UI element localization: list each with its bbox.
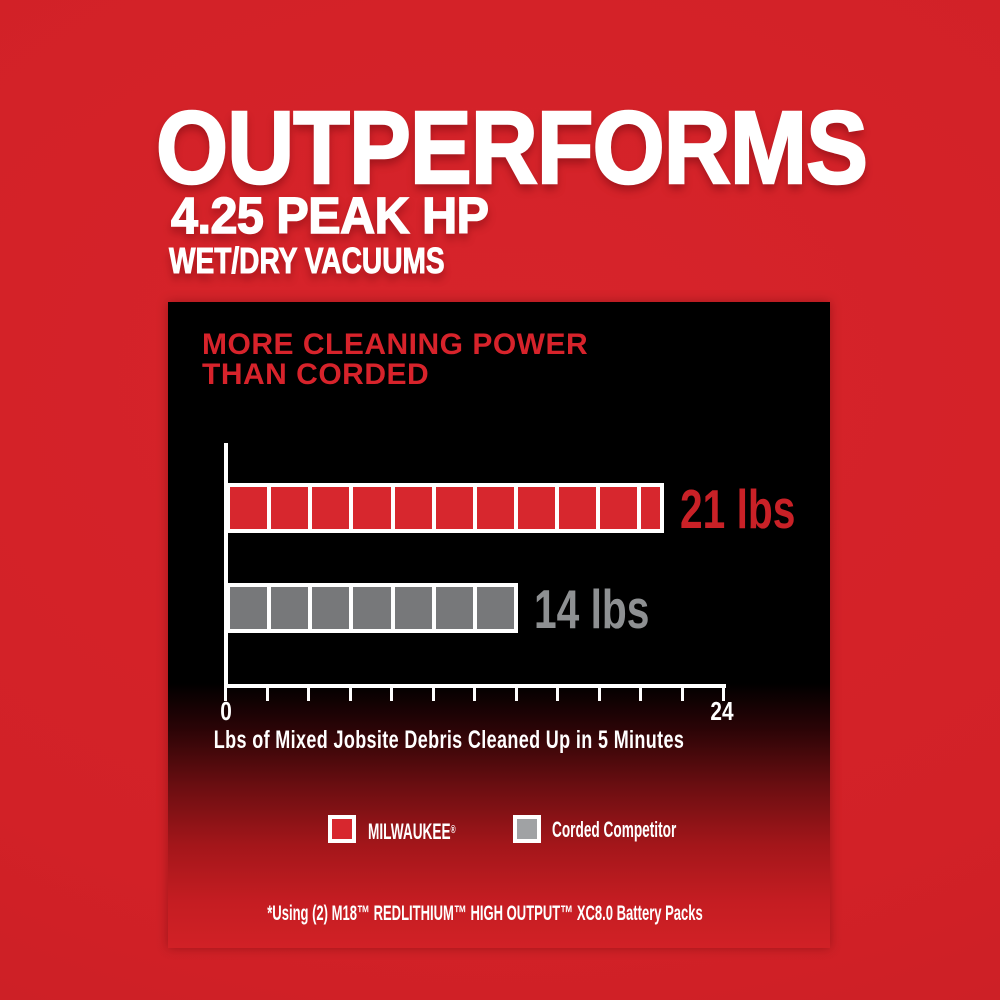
tick-label-max: 24 bbox=[710, 696, 734, 726]
tick-mark bbox=[431, 688, 435, 701]
bar-segment bbox=[435, 487, 473, 529]
bar-row-competitor bbox=[226, 583, 518, 633]
x-axis-line bbox=[224, 684, 726, 688]
bar-chart: 0 24 21 lbs 14 lbs Lbs of Mixed Jobsite D… bbox=[168, 302, 830, 948]
tick-mark bbox=[265, 688, 269, 701]
legend-text-milwaukee: MILWAUKEE bbox=[368, 819, 451, 844]
bar-segment bbox=[271, 487, 309, 529]
bar-segment bbox=[394, 587, 432, 629]
bar-segment bbox=[353, 587, 391, 629]
tick-mark bbox=[473, 688, 476, 701]
legend-label-competitor: Corded Competitor bbox=[552, 817, 677, 842]
bar-segment bbox=[312, 587, 350, 629]
subheadline-2: WET/DRY VACUUMS bbox=[169, 240, 445, 281]
bar-segment bbox=[230, 487, 268, 529]
bar-segment bbox=[312, 487, 350, 529]
tick-mark bbox=[597, 688, 601, 701]
bar-segment bbox=[517, 487, 556, 529]
bar-segment bbox=[271, 587, 309, 629]
panel-heading-line1: MORE CLEANING POWER bbox=[202, 328, 589, 361]
bar-segment bbox=[394, 487, 432, 529]
bar-segment bbox=[353, 487, 391, 529]
tick-mark bbox=[680, 688, 684, 701]
panel-heading: MORE CLEANING POWER THAN CORDED bbox=[202, 330, 588, 390]
bar-segment bbox=[476, 587, 514, 629]
x-axis-title: Lbs of Mixed Jobsite Debris Cleaned Up i… bbox=[213, 726, 685, 754]
tick-mark bbox=[348, 688, 352, 701]
tick-mark bbox=[390, 688, 393, 701]
tick-mark bbox=[224, 688, 227, 701]
footnote: *Using (2) M18™ REDLITHIUM™ HIGH OUTPUT™… bbox=[267, 902, 703, 925]
bar-segment bbox=[600, 487, 638, 529]
legend-swatch-milwaukee bbox=[328, 815, 356, 843]
bar-row-milwaukee bbox=[226, 483, 664, 533]
legend-swatch-competitor bbox=[513, 815, 541, 843]
legend-label-milwaukee: MILWAUKEE® bbox=[368, 819, 456, 844]
bar-segment bbox=[230, 587, 268, 629]
subheadline: 4.25 PEAK HP bbox=[170, 187, 489, 244]
registered-mark: ® bbox=[450, 824, 456, 836]
headline: OUTPERFORMS bbox=[155, 90, 869, 205]
y-axis-line bbox=[224, 443, 228, 688]
bar-segment-partial bbox=[641, 487, 660, 529]
tick-label-min: 0 bbox=[220, 696, 232, 726]
bar-segment bbox=[476, 487, 514, 529]
tick-mark bbox=[514, 688, 518, 701]
bar-value-label: 21 lbs bbox=[680, 478, 796, 540]
bar-segment bbox=[559, 487, 597, 529]
panel-heading-line2: THAN CORDED bbox=[202, 358, 430, 391]
tick-mark bbox=[639, 688, 642, 701]
tick-mark bbox=[307, 688, 310, 701]
bar-segment bbox=[435, 587, 473, 629]
tick-mark bbox=[556, 688, 559, 701]
chart-panel: MORE CLEANING POWER THAN CORDED 0 24 21 … bbox=[168, 302, 830, 948]
bar-value-label: 14 lbs bbox=[534, 578, 650, 640]
tick-mark bbox=[722, 688, 725, 701]
legend-text-competitor: Corded Competitor bbox=[552, 817, 677, 842]
